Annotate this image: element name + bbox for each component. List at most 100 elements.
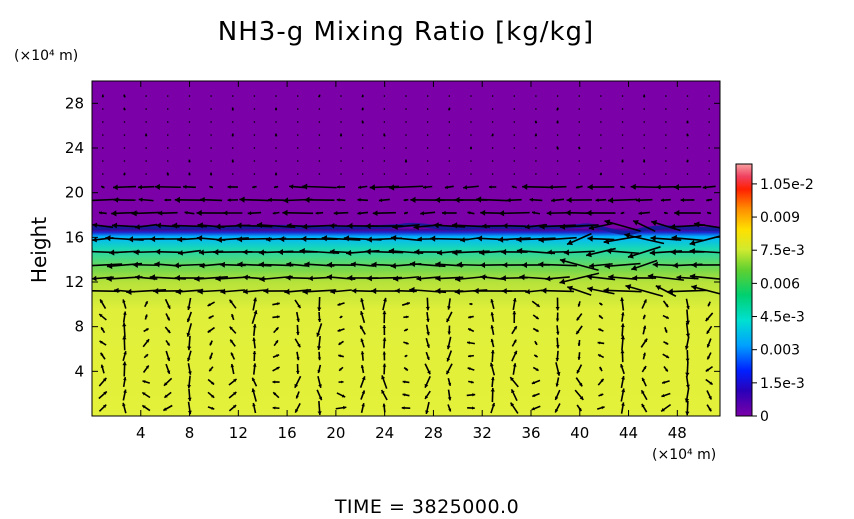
wind-arrow [142,380,151,384]
x-axis-unit: (×10⁴ m) [652,447,716,463]
wind-arrow [535,108,537,110]
wind-arrow [667,288,708,295]
wind-arrow [99,352,106,360]
wind-arrow [132,261,160,268]
wind-arrow [686,95,689,97]
wind-arrow [296,364,300,374]
wind-arrow [665,95,667,97]
wind-arrow [597,378,605,386]
wind-arrow [273,326,280,334]
wind-arrow [236,236,272,243]
x-tick-label: 44 [619,424,638,442]
wind-arrow [469,302,473,306]
wind-arrow [642,159,646,163]
wind-arrow [253,121,256,123]
wind-arrow [100,326,106,334]
wind-arrow [685,361,690,377]
wind-arrow [145,147,147,149]
wind-arrow [676,274,699,281]
wind-arrow [207,391,215,399]
wind-arrow [621,108,624,110]
wind-arrow [134,223,158,230]
wind-arrow [142,338,150,348]
wind-arrow [597,341,605,345]
wind-arrow [98,390,108,400]
wind-arrow [102,160,104,162]
wind-arrow [620,363,625,375]
wind-arrow [380,389,388,401]
wind-arrow [660,403,672,413]
wind-arrow [210,108,212,110]
wind-arrow [383,121,386,123]
wind-arrow [640,389,648,401]
wind-arrow [122,389,127,401]
wind-arrow [539,223,576,230]
wind-arrow [338,380,344,384]
wind-arrow [555,312,560,322]
wind-arrow [166,147,169,149]
wind-arrow [401,302,411,306]
wind-arrow [575,185,583,189]
wind-arrow [333,211,349,216]
wind-arrow [424,390,431,400]
wind-arrow [604,219,641,232]
wind-arrow [138,184,155,190]
wind-arrow [337,302,345,306]
wind-arrow [338,354,344,358]
wind-arrow [253,160,256,162]
time-label: TIME = 3825000.0 [334,496,519,518]
wind-arrow [360,403,365,413]
wind-arrow [296,160,299,162]
wind-arrow [669,223,706,230]
wind-arrow [535,160,537,162]
wind-arrow [642,94,646,98]
wind-arrow [404,159,408,163]
wind-arrow [220,288,246,295]
colorbar-tick-label: 0.009 [760,210,800,226]
wind-arrow [210,160,212,162]
wind-arrow [445,363,453,375]
wind-arrow [603,287,642,294]
wind-arrow [188,95,191,97]
wind-arrow [555,377,560,387]
wind-arrow [188,147,191,149]
wind-arrow [361,120,365,124]
wind-arrow [405,173,407,175]
wind-arrow [131,210,161,217]
wind-arrow [706,404,712,412]
wind-arrow [426,311,430,323]
wind-arrow [467,327,475,333]
wind-arrow [359,325,366,335]
wind-arrow [426,134,429,136]
wind-arrow [468,380,474,384]
wind-arrow [620,375,625,389]
wind-arrow [511,185,517,189]
wind-arrow [99,299,107,309]
wind-arrow [183,184,196,189]
wind-arrow [600,134,602,136]
wind-arrow [318,121,321,123]
wind-arrow [123,134,126,136]
wind-arrow [426,108,429,110]
wind-arrow [99,340,107,346]
wind-arrow [275,160,277,162]
wind-arrow [188,159,191,163]
wind-arrow [296,134,299,136]
wind-arrow [123,160,126,162]
wind-arrow [447,389,452,401]
wind-arrow [655,285,677,297]
wind-arrow [511,325,518,335]
x-tick-label: 4 [136,424,146,442]
wind-arrow [684,387,690,403]
wind-arrow [661,380,670,384]
wind-arrow [274,172,278,176]
wind-arrow [252,185,257,189]
wind-arrow [651,220,681,232]
wind-arrow [578,134,581,136]
wind-arrow [229,339,236,347]
wind-arrow [426,173,429,175]
wind-arrow [294,375,302,389]
wind-arrow [302,183,337,190]
chart-title: NH3-g Mixing Ratio [kg/kg] [218,17,594,47]
wind-arrow [555,337,560,349]
